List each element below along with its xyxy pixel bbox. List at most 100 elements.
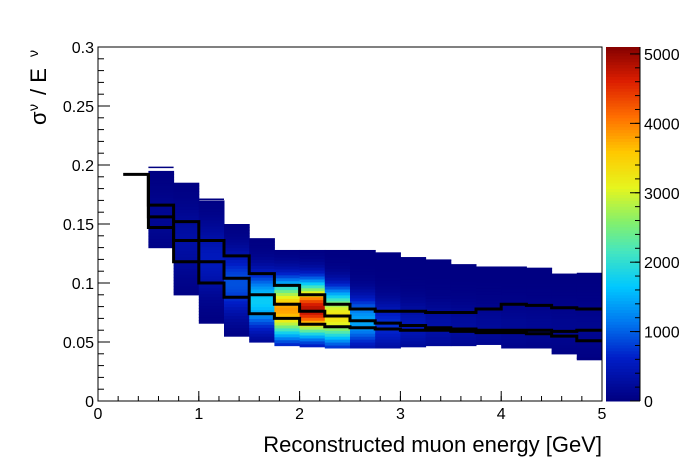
z-tick-label: 0 (644, 394, 653, 411)
heatmap-cell (198, 208, 225, 212)
heatmap-cell (551, 321, 578, 325)
heatmap-cell (324, 333, 351, 337)
color-scale-band (606, 106, 640, 110)
heatmap-cell (350, 265, 376, 269)
color-scale-band (606, 271, 640, 275)
color-scale-band (606, 359, 640, 364)
heatmap-cell (375, 330, 401, 334)
heatmap-cell (224, 256, 250, 260)
color-scale-band (606, 153, 640, 157)
heatmap-cell (450, 283, 477, 288)
heatmap-cell (450, 307, 477, 311)
heatmap-cell (375, 283, 401, 287)
color-scale-axis: 0 1000 2000 3000 4000 5000 (630, 47, 680, 411)
heatmap-cell (350, 262, 376, 266)
heatmap-cell (173, 235, 200, 240)
heatmap-cell (501, 268, 527, 272)
heatmap-cell (299, 320, 326, 324)
heatmap-cell (299, 305, 326, 309)
heatmap-cell (198, 267, 225, 271)
y-axis-title-sub2: ν (25, 50, 41, 57)
heatmap-cell (400, 314, 427, 318)
heatmap-cell (450, 289, 477, 294)
color-scale-band (606, 185, 640, 190)
x-tick-label: 3 (396, 406, 405, 423)
color-scale-band (606, 294, 640, 299)
color-scale-band (606, 250, 640, 254)
heatmap-cell (249, 288, 275, 293)
heatmap-cell (224, 330, 250, 334)
heatmap-cell (198, 228, 225, 233)
heatmap-cell (249, 274, 275, 278)
heatmap-cell (148, 232, 175, 237)
heatmap-cell (526, 306, 553, 311)
heatmap-cell (425, 313, 452, 317)
heatmap-cell (324, 318, 351, 322)
heatmap-cell (274, 289, 301, 294)
color-scale-band (606, 392, 640, 396)
heatmap-cell (576, 303, 603, 308)
heatmap-cell (551, 309, 578, 314)
heatmap-cell (400, 278, 427, 283)
y-axis: 0 0.05 0.1 0.15 0.2 0.25 0.3 (63, 40, 110, 411)
heatmap-cell (249, 330, 275, 334)
heatmap-cell (400, 331, 427, 336)
heatmap-cell (173, 244, 200, 249)
heatmap-cell (299, 314, 326, 318)
heatmap-cell (148, 224, 175, 228)
heatmap-cell (324, 330, 351, 334)
x-tick-label: 5 (598, 406, 607, 423)
color-scale-band (606, 274, 640, 278)
heatmap-cell (350, 285, 376, 290)
heatmap-cell (450, 301, 477, 305)
color-scale-band (606, 209, 640, 213)
heatmap-cell (476, 273, 502, 278)
color-scale-band (606, 339, 640, 343)
heatmap-cell (576, 309, 603, 314)
heatmap-cell (173, 209, 200, 213)
heatmap-cell (425, 277, 452, 282)
heatmap-cell (400, 287, 427, 292)
heatmap-cell (551, 303, 578, 308)
heatmap-cell (249, 262, 275, 266)
color-scale-band (606, 117, 640, 122)
y-tick-label: 0.1 (72, 276, 94, 293)
heatmap-cell (274, 342, 301, 347)
heatmap-cell (576, 336, 603, 340)
heatmap-cell (148, 221, 175, 225)
y-tick-label: 0.2 (72, 158, 94, 175)
heatmap-cell (224, 312, 250, 317)
heatmap-cell (198, 308, 225, 312)
heatmap-cell (526, 315, 553, 319)
heatmap-cell (501, 321, 527, 325)
heatmap-cell (148, 238, 175, 243)
heatmap-cell (299, 278, 326, 283)
color-scale-band (606, 191, 640, 195)
heatmap-cell (425, 289, 452, 294)
heatmap-cell (501, 336, 527, 340)
heatmap-cell (425, 259, 452, 261)
heatmap-cell (400, 261, 427, 265)
y-axis-title-energy: / E (26, 68, 51, 95)
color-scale-band (606, 64, 640, 69)
heatmap-cell (476, 294, 502, 298)
heatmap-cell (501, 306, 527, 311)
heatmap-cell (400, 320, 427, 324)
heatmap-cell (551, 336, 578, 340)
heatmap-cell (450, 304, 477, 308)
color-scale-band (606, 55, 640, 60)
color-scale-band (606, 165, 640, 169)
heatmap-cell (249, 253, 275, 258)
heatmap-cell (274, 259, 301, 264)
heatmap-cell (173, 185, 200, 190)
heatmap-cell (224, 250, 250, 255)
x-axis: 0 1 2 3 4 5 (94, 391, 607, 423)
heatmap-cell (350, 271, 376, 275)
heatmap-cell (224, 306, 250, 311)
heatmap-cell (476, 267, 502, 272)
heatmap-cell (173, 197, 200, 201)
heatmap-cell (526, 267, 553, 269)
color-scale-band (606, 70, 640, 75)
heatmap-cell (551, 283, 578, 287)
heatmap-cell (324, 306, 351, 311)
